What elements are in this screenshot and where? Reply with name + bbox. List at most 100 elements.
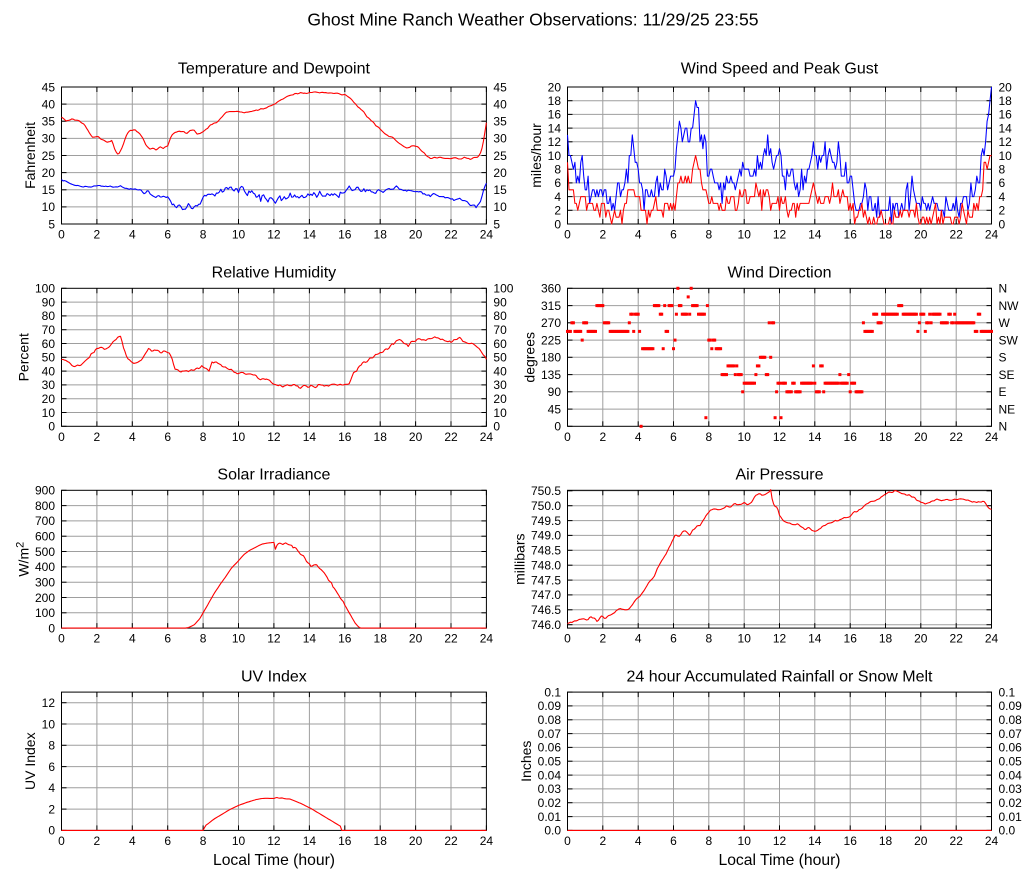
svg-text:4: 4 <box>554 190 561 204</box>
svg-text:12: 12 <box>267 632 281 646</box>
svg-text:0.0: 0.0 <box>999 824 1016 838</box>
svg-text:8: 8 <box>705 430 712 444</box>
svg-text:Fahrenheit: Fahrenheit <box>22 122 38 189</box>
svg-text:6: 6 <box>164 834 171 848</box>
svg-text:0.01: 0.01 <box>999 810 1023 824</box>
svg-text:0.04: 0.04 <box>538 768 562 782</box>
svg-text:E: E <box>999 385 1007 399</box>
svg-text:12: 12 <box>773 834 787 848</box>
svg-text:0: 0 <box>493 420 500 434</box>
svg-text:4: 4 <box>129 228 136 242</box>
svg-text:12: 12 <box>42 696 56 710</box>
svg-text:20: 20 <box>914 228 928 242</box>
svg-text:12: 12 <box>773 228 787 242</box>
svg-text:0: 0 <box>48 420 55 434</box>
svg-text:18: 18 <box>879 228 893 242</box>
svg-text:900: 900 <box>35 484 55 498</box>
svg-text:0.02: 0.02 <box>538 796 562 810</box>
svg-text:6: 6 <box>999 176 1006 190</box>
svg-text:16: 16 <box>548 108 562 122</box>
svg-text:14: 14 <box>808 632 822 646</box>
svg-text:18: 18 <box>879 834 893 848</box>
svg-text:25: 25 <box>493 149 507 163</box>
svg-text:14: 14 <box>999 121 1013 135</box>
svg-text:8: 8 <box>200 632 207 646</box>
svg-text:18: 18 <box>374 632 388 646</box>
svg-text:10: 10 <box>232 228 246 242</box>
svg-text:10: 10 <box>738 834 752 848</box>
svg-text:10: 10 <box>493 406 507 420</box>
svg-text:18: 18 <box>548 94 562 108</box>
svg-text:0.03: 0.03 <box>999 782 1023 796</box>
svg-text:35: 35 <box>42 115 56 129</box>
svg-text:2: 2 <box>599 430 606 444</box>
svg-text:40: 40 <box>493 97 507 111</box>
svg-text:14: 14 <box>303 632 317 646</box>
svg-text:6: 6 <box>164 228 171 242</box>
svg-text:degrees: degrees <box>521 332 537 383</box>
svg-text:30: 30 <box>42 378 56 392</box>
svg-text:180: 180 <box>541 351 561 365</box>
svg-text:W: W <box>999 316 1011 330</box>
svg-text:Air Pressure: Air Pressure <box>735 467 823 484</box>
svg-text:22: 22 <box>444 430 458 444</box>
svg-text:18: 18 <box>374 430 388 444</box>
svg-text:Relative Humidity: Relative Humidity <box>212 265 336 282</box>
svg-text:747.5: 747.5 <box>531 573 561 587</box>
svg-text:10: 10 <box>42 200 56 214</box>
svg-text:0.06: 0.06 <box>999 741 1023 755</box>
svg-text:12: 12 <box>267 228 281 242</box>
svg-text:8: 8 <box>705 632 712 646</box>
svg-text:750.5: 750.5 <box>531 484 561 498</box>
svg-text:N: N <box>999 282 1008 296</box>
svg-text:24: 24 <box>480 632 494 646</box>
svg-text:100: 100 <box>35 606 55 620</box>
svg-text:4: 4 <box>635 228 642 242</box>
svg-text:40: 40 <box>493 364 507 378</box>
svg-text:20: 20 <box>42 392 56 406</box>
svg-text:90: 90 <box>42 295 56 309</box>
svg-text:0: 0 <box>999 217 1006 231</box>
svg-text:10: 10 <box>738 632 752 646</box>
svg-text:45: 45 <box>493 80 507 94</box>
svg-text:4: 4 <box>635 430 642 444</box>
svg-text:0: 0 <box>554 217 561 231</box>
svg-text:30: 30 <box>493 132 507 146</box>
svg-text:40: 40 <box>42 97 56 111</box>
svg-text:12: 12 <box>267 834 281 848</box>
svg-text:10: 10 <box>42 406 56 420</box>
svg-text:200: 200 <box>35 591 55 605</box>
svg-text:6: 6 <box>670 228 677 242</box>
svg-text:50: 50 <box>493 351 507 365</box>
svg-text:70: 70 <box>42 323 56 337</box>
svg-text:2: 2 <box>554 204 561 218</box>
svg-text:Inches: Inches <box>518 741 534 782</box>
svg-text:400: 400 <box>35 560 55 574</box>
svg-text:20: 20 <box>493 166 507 180</box>
svg-text:30: 30 <box>493 378 507 392</box>
svg-text:miles/hour: miles/hour <box>528 123 544 188</box>
svg-text:0.02: 0.02 <box>999 796 1023 810</box>
svg-text:0: 0 <box>58 834 65 848</box>
svg-text:16: 16 <box>844 834 858 848</box>
svg-text:UV Index: UV Index <box>241 668 307 685</box>
svg-text:Solar Irradiance: Solar Irradiance <box>217 467 330 484</box>
svg-text:4: 4 <box>129 430 136 444</box>
svg-text:12: 12 <box>267 430 281 444</box>
svg-text:748.0: 748.0 <box>531 559 561 573</box>
svg-text:0.05: 0.05 <box>999 755 1023 769</box>
svg-text:800: 800 <box>35 499 55 513</box>
svg-text:12: 12 <box>548 135 562 149</box>
svg-text:270: 270 <box>541 316 561 330</box>
svg-text:747.0: 747.0 <box>531 588 561 602</box>
svg-text:24 hour Accumulated Rainfall o: 24 hour Accumulated Rainfall or Snow Mel… <box>627 668 933 685</box>
svg-text:12: 12 <box>773 430 787 444</box>
svg-text:16: 16 <box>844 632 858 646</box>
svg-text:20: 20 <box>409 430 423 444</box>
svg-text:10: 10 <box>42 717 56 731</box>
svg-text:6: 6 <box>554 176 561 190</box>
svg-text:22: 22 <box>950 632 964 646</box>
svg-text:10: 10 <box>232 632 246 646</box>
svg-text:0: 0 <box>564 834 571 848</box>
svg-text:0.09: 0.09 <box>999 699 1023 713</box>
